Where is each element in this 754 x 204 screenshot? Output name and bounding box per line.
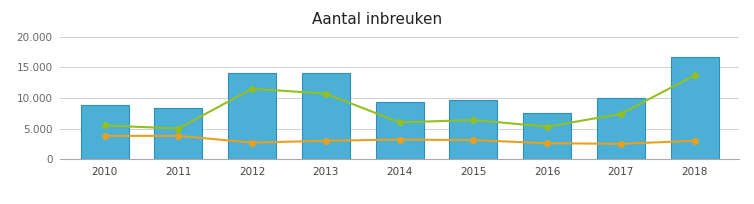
- Bar: [81, 105, 128, 159]
- Bar: [302, 73, 350, 159]
- Bar: [155, 108, 202, 159]
- Bar: [375, 102, 424, 159]
- Text: Aantal inbreuken: Aantal inbreuken: [312, 12, 442, 27]
- Bar: [671, 57, 719, 159]
- Bar: [597, 98, 645, 159]
- Bar: [449, 100, 498, 159]
- Bar: [523, 113, 571, 159]
- Bar: [228, 73, 276, 159]
